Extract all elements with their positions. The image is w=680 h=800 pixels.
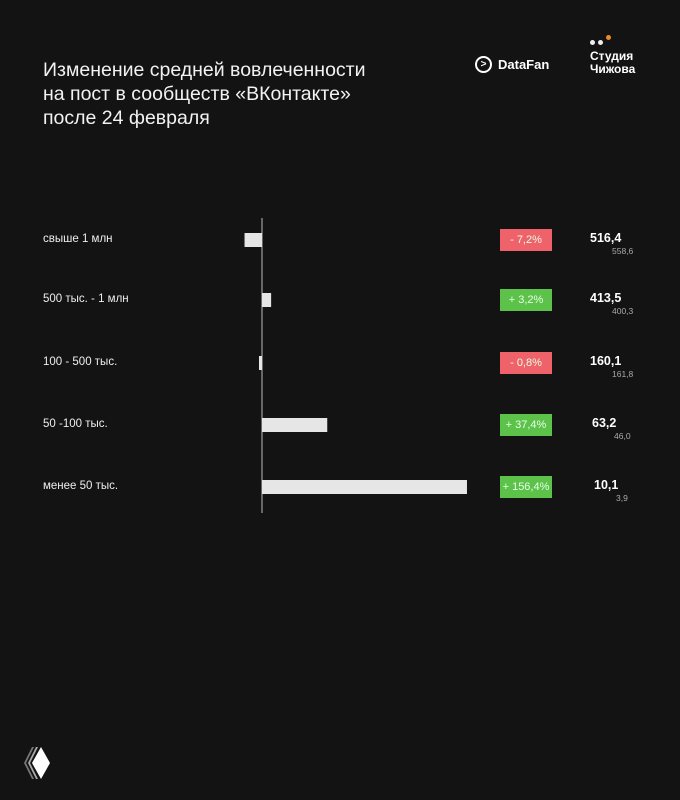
category-label: 100 - 500 тыс. [43, 356, 118, 368]
datafan-icon: > [475, 56, 492, 73]
bar [244, 233, 262, 247]
bar [262, 293, 272, 307]
category-label: 500 тыс. - 1 млн [43, 293, 129, 305]
before-value: 400,3 [612, 306, 634, 316]
studio-name: Студия Чижова [590, 49, 636, 76]
before-value: 46,0 [614, 431, 631, 441]
dots-icon [590, 35, 635, 45]
datafan-logo: > DataFan [475, 56, 549, 73]
category-label: менее 50 тыс. [43, 480, 119, 492]
after-value: 63,2 [592, 416, 617, 430]
change-badge: + 156,4% [500, 476, 552, 498]
after-value: 10,1 [594, 478, 619, 492]
before-value: 3,9 [616, 493, 628, 503]
bar [262, 480, 467, 494]
before-value: 558,6 [612, 246, 634, 256]
after-value: 413,5 [590, 291, 622, 305]
category-label: 50 -100 тыс. [43, 418, 108, 430]
change-badge: - 7,2% [500, 229, 552, 251]
brand-logo-icon [24, 747, 50, 779]
chart-title: Изменение средней вовлеченности на пост … [43, 59, 366, 129]
change-badge: - 0,8% [500, 352, 552, 374]
after-value: 160,1 [590, 354, 622, 368]
studio-logo: Студия Чижова [590, 35, 636, 76]
change-badge: + 37,4% [500, 414, 552, 436]
change-badge: + 3,2% [500, 289, 552, 311]
before-value: 161,8 [612, 369, 634, 379]
bar [258, 356, 262, 370]
datafan-name: DataFan [498, 57, 550, 72]
after-value: 516,4 [590, 231, 622, 245]
category-label: свыше 1 млн [43, 233, 113, 245]
bar [262, 418, 328, 432]
